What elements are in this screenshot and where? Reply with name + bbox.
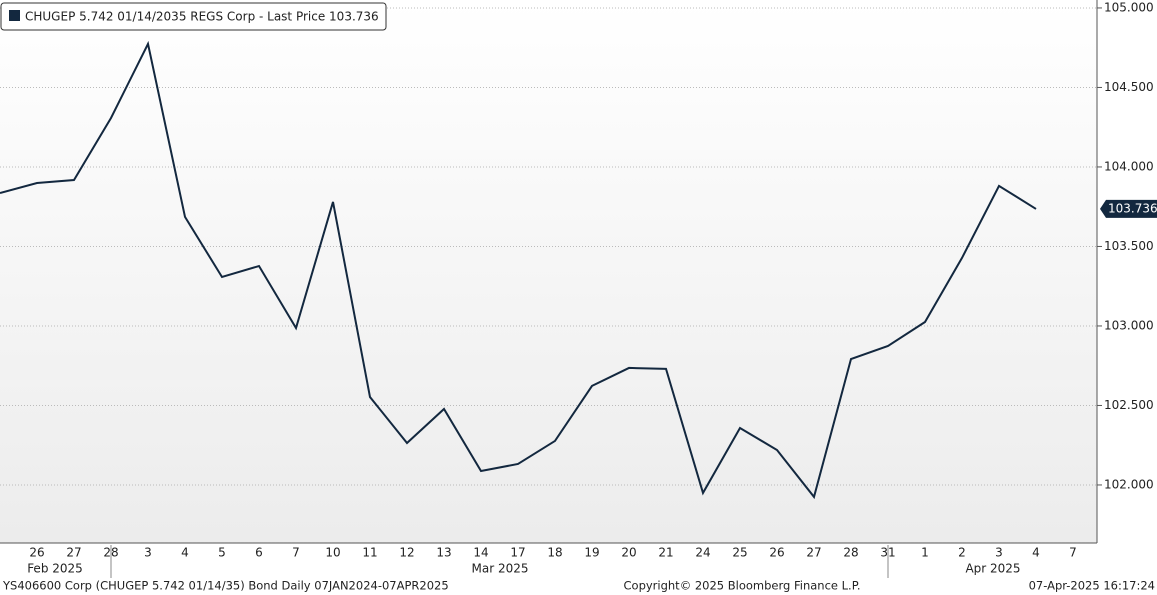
footer-right: 07-Apr-2025 16:17:24 [1029, 579, 1155, 593]
x-tick-label: 31 [880, 546, 895, 560]
footer-center: Copyright© 2025 Bloomberg Finance L.P. [624, 579, 861, 593]
x-tick-label: 4 [1032, 546, 1040, 560]
x-tick-label: 24 [695, 546, 710, 560]
x-tick-label: 21 [658, 546, 673, 560]
x-tick-label: 6 [255, 546, 263, 560]
x-tick-label: 19 [584, 546, 599, 560]
legend-swatch [9, 10, 20, 21]
y-tick-label: 102.000 [1104, 477, 1154, 491]
month-label: Apr 2025 [965, 562, 1020, 576]
legend: CHUGEP 5.742 01/14/2035 REGS Corp - Last… [0, 2, 387, 31]
y-tick-label: 103.000 [1104, 318, 1154, 332]
x-tick-label: 18 [547, 546, 562, 560]
x-tick-label: 28 [843, 546, 858, 560]
x-tick-label: 17 [510, 546, 525, 560]
x-tick-label: 26 [769, 546, 784, 560]
x-tick-label: 11 [362, 546, 377, 560]
last-price-tag [1100, 199, 1157, 218]
x-tick-label: 27 [66, 546, 81, 560]
last-price-label: 103.736 [1108, 201, 1157, 215]
x-tick-label: 28 [103, 546, 118, 560]
footer-left: YS406600 Corp (CHUGEP 5.742 01/14/35) Bo… [2, 579, 449, 593]
month-label: Feb 2025 [27, 562, 83, 576]
x-tick-label: 27 [806, 546, 821, 560]
line [0, 40, 1037, 500]
y-tick-label: 102.500 [1104, 398, 1154, 412]
x-tick-label: 1 [921, 546, 929, 560]
x-tick-label: 3 [995, 546, 1003, 560]
x-tick-label: 3 [144, 546, 152, 560]
x-tick-label: 12 [399, 546, 414, 560]
x-tick-label: 10 [325, 546, 340, 560]
y-tick-label: 103.500 [1104, 239, 1154, 253]
x-tick-label: 2 [958, 546, 966, 560]
legend-box [0, 2, 387, 31]
x-tick-label: 7 [292, 546, 300, 560]
x-tick-label: 14 [473, 546, 488, 560]
plot-area [0, 0, 1097, 543]
y-tick-label: 104.500 [1104, 80, 1154, 94]
x-tick-label: 20 [621, 546, 636, 560]
x-tick-label: 5 [218, 546, 226, 560]
x-tick-label: 7 [1069, 546, 1077, 560]
legend-label: CHUGEP 5.742 01/14/2035 REGS Corp - Last… [25, 10, 379, 24]
x-tick-label: 26 [29, 546, 44, 560]
y-tick-label: 105.000 [1104, 0, 1154, 14]
y-tick-label: 104.000 [1104, 159, 1154, 173]
month-label: Mar 2025 [472, 562, 529, 576]
x-tick-label: 4 [181, 546, 189, 560]
x-tick-label: 25 [732, 546, 747, 560]
x-tick-label: 13 [436, 546, 451, 560]
